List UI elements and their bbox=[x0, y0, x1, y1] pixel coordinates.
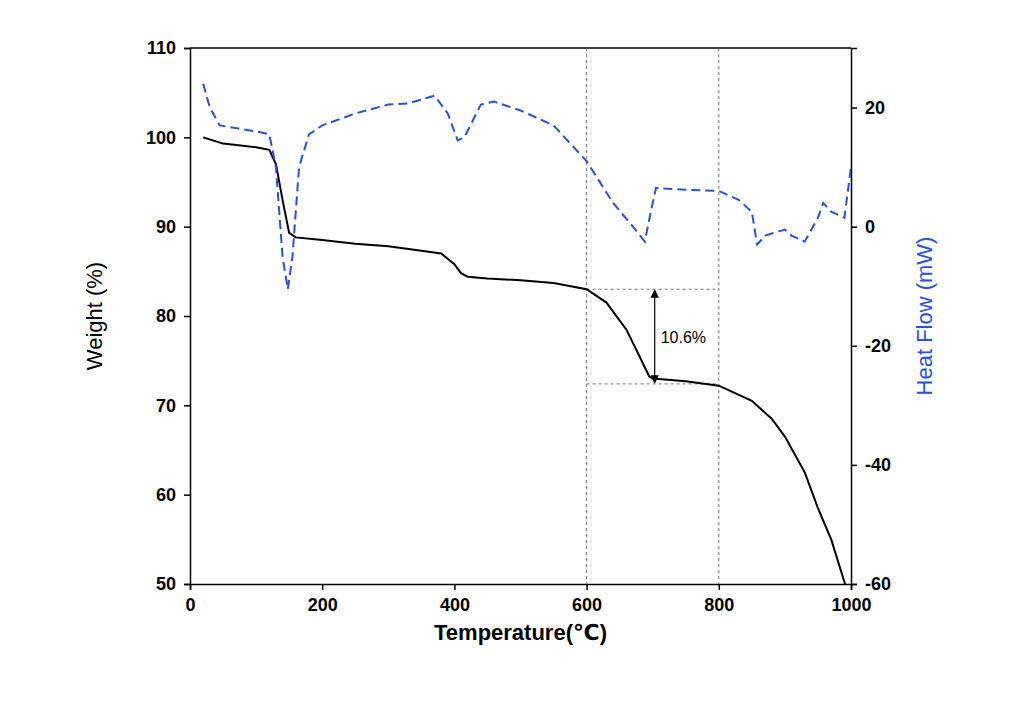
tick: 600 bbox=[572, 584, 602, 615]
tick-label: 0 bbox=[865, 217, 875, 237]
tick: 20 bbox=[851, 98, 885, 118]
tick: 100 bbox=[146, 128, 190, 148]
x-axis: 0 200 400 600 800 1000 bbox=[185, 584, 871, 615]
y2-axis-title: Heat Flow (mW) bbox=[912, 237, 937, 396]
tick-label: 1000 bbox=[831, 595, 871, 615]
y2-axis: -60 -40 -20 0 20 bbox=[851, 49, 891, 595]
reference-line bbox=[586, 48, 587, 584]
y-axis: 50 60 70 80 90 100 110 bbox=[146, 38, 191, 594]
tick-label: 70 bbox=[156, 396, 176, 416]
tick-label: 90 bbox=[156, 217, 176, 237]
tick: 70 bbox=[156, 396, 190, 416]
tick-mark bbox=[184, 316, 190, 318]
tick-label: 80 bbox=[156, 306, 176, 326]
series-line bbox=[203, 137, 845, 584]
tick-mark bbox=[851, 346, 857, 348]
tick-mark bbox=[184, 48, 190, 50]
tick-mark bbox=[851, 107, 857, 109]
tick: 90 bbox=[156, 217, 190, 237]
tick-mark bbox=[851, 465, 857, 467]
tick-mark bbox=[454, 584, 456, 590]
tick-label: -20 bbox=[865, 336, 891, 356]
chart: 020040060080010005060708090100110-60-40-… bbox=[0, 0, 1019, 717]
tick-mark bbox=[184, 226, 190, 228]
tick-label: -40 bbox=[865, 455, 891, 475]
x-axis-title: Temperature(℃) bbox=[434, 620, 607, 645]
annotations: 10.6% bbox=[587, 48, 719, 584]
plot-area bbox=[203, 84, 851, 584]
tick: 60 bbox=[156, 485, 190, 505]
tick-label: 200 bbox=[308, 595, 338, 615]
reference-line bbox=[718, 48, 719, 584]
tick-label: 800 bbox=[704, 595, 734, 615]
tick-label: -60 bbox=[865, 574, 891, 594]
tick: -20 bbox=[851, 336, 891, 356]
tick-label: 20 bbox=[865, 98, 885, 118]
arrow bbox=[654, 290, 655, 383]
tick: 0 bbox=[851, 217, 875, 237]
tick: 400 bbox=[440, 584, 470, 615]
tick: -40 bbox=[851, 455, 891, 475]
tick-mark bbox=[719, 584, 721, 590]
tick-label: 100 bbox=[146, 128, 176, 148]
tick-label: 0 bbox=[185, 595, 195, 615]
tick-mark bbox=[322, 584, 324, 590]
tick: 50 bbox=[156, 574, 190, 594]
reference-line bbox=[587, 289, 719, 290]
tick-label: 600 bbox=[572, 595, 602, 615]
frame-top bbox=[190, 47, 851, 49]
tick: 0 bbox=[185, 584, 195, 615]
tick-mark bbox=[184, 584, 190, 586]
series-line bbox=[203, 84, 851, 289]
y-axis-title: Weight (%) bbox=[82, 262, 107, 370]
tick-label: 400 bbox=[440, 595, 470, 615]
tick: 800 bbox=[704, 584, 734, 615]
tick-mark bbox=[184, 494, 190, 496]
tick: 200 bbox=[308, 584, 338, 615]
tick: -60 bbox=[851, 574, 891, 594]
tick-label: 60 bbox=[156, 485, 176, 505]
tick-mark bbox=[586, 584, 588, 590]
tick-label: 50 bbox=[156, 574, 176, 594]
tick-mark bbox=[851, 584, 857, 586]
tick: 110 bbox=[147, 38, 190, 58]
tick-mark bbox=[851, 226, 857, 228]
annotation-text: 10.6% bbox=[661, 329, 706, 346]
tick: 80 bbox=[156, 306, 190, 326]
tick-mark bbox=[184, 405, 190, 407]
axis-line bbox=[184, 49, 191, 585]
tick-label: 110 bbox=[147, 38, 176, 58]
tick-mark bbox=[184, 137, 190, 139]
axis-line bbox=[191, 585, 852, 591]
axis-line bbox=[852, 49, 858, 585]
